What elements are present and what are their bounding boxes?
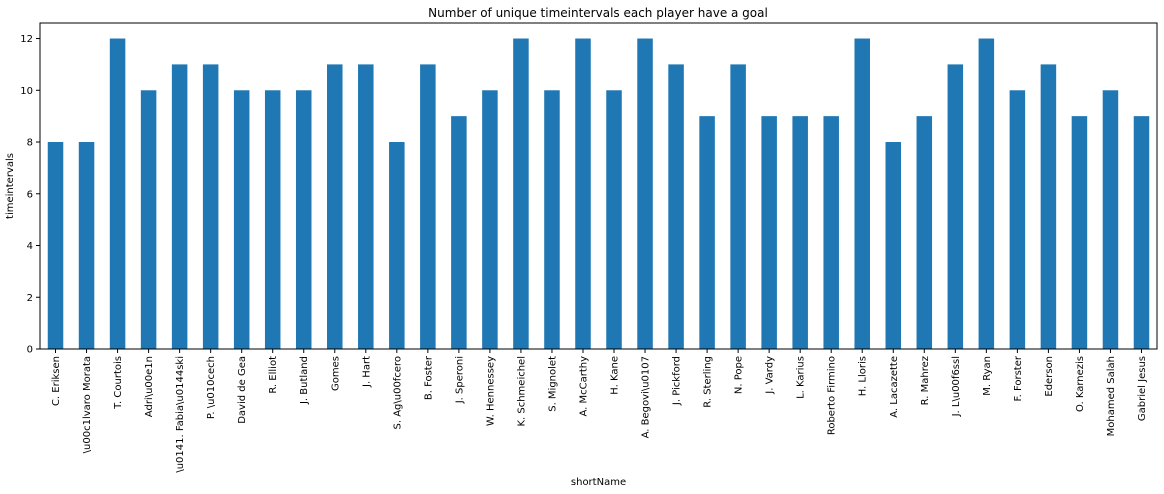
x-tick-label: \u0141. Fabia\u0144ski <box>175 356 186 473</box>
y-tick-label: 2 <box>27 293 33 304</box>
x-tick-label: H. Lloris <box>858 356 869 396</box>
x-tick-label: N. Pope <box>734 356 745 394</box>
bar <box>389 142 405 349</box>
plot-frame <box>39 22 1158 350</box>
bar <box>575 38 591 350</box>
x-tick-label: Mohamed Salah <box>1106 356 1117 436</box>
bar <box>451 116 467 350</box>
x-tick-label: \u00c1lvaro Morata <box>82 356 93 453</box>
x-tick-label: J. Hart <box>361 356 372 388</box>
bar <box>854 38 870 350</box>
x-axis-label: shortName <box>571 477 626 488</box>
bar <box>1009 90 1026 350</box>
x-axis: C. Eriksen \u00c1lvaro Morata T. Courtois A… <box>51 349 1148 473</box>
x-tick-label: Gabriel Jesus <box>1137 356 1148 421</box>
x-tick-label: J. Speroni <box>454 356 465 404</box>
x-tick-label: Adri\u00e1n <box>144 356 155 417</box>
bar <box>482 90 498 350</box>
x-tick-label: J. Pickford <box>672 356 683 406</box>
y-axis: 0 2 4 6 8 10 12 <box>20 34 40 356</box>
y-tick-label: 6 <box>27 189 33 200</box>
x-tick-label: S. Ag\u00fcero <box>392 356 403 430</box>
bar <box>264 90 281 350</box>
y-axis-label: timeintervals <box>5 153 16 219</box>
bar <box>78 142 95 349</box>
bar <box>823 116 839 350</box>
bar <box>699 116 715 350</box>
bar <box>171 64 188 350</box>
x-tick-label: R. Sterling <box>703 356 714 408</box>
y-tick-label: 12 <box>20 34 33 45</box>
x-tick-label: K. Schmeichel <box>516 356 527 427</box>
bar <box>544 90 560 350</box>
x-tick-label: J. Vardy <box>765 356 776 395</box>
x-tick-label: S. Mignolet <box>547 356 558 412</box>
x-tick-label: T. Courtois <box>113 356 124 410</box>
x-tick-label: H. Kane <box>610 356 621 395</box>
x-tick-label: F. Forster <box>1013 355 1024 401</box>
x-tick-label: J. Butland <box>299 356 310 405</box>
bar <box>1040 64 1057 350</box>
bar <box>885 142 902 349</box>
x-tick-label: B. Foster <box>423 355 434 400</box>
x-tick-label: M. Ryan <box>982 356 993 396</box>
bar <box>1071 116 1088 350</box>
bar <box>1102 90 1119 350</box>
bar <box>916 116 933 350</box>
x-tick-label: R. Mahrez <box>920 356 931 405</box>
x-tick-label: Roberto Firmino <box>827 356 838 435</box>
y-tick-label: 8 <box>27 138 33 149</box>
bar <box>140 90 157 350</box>
bar <box>327 64 343 350</box>
bar <box>761 116 777 350</box>
bar <box>730 64 746 350</box>
bar <box>947 64 964 350</box>
bar <box>47 142 64 349</box>
x-tick-label: Ederson <box>1044 356 1055 397</box>
x-tick-label: J. L\u00f6ssl <box>951 356 962 417</box>
x-tick-label: A. Lacazette <box>889 356 900 418</box>
bar <box>606 90 622 350</box>
bar <box>978 38 995 350</box>
y-tick-label: 10 <box>20 86 33 97</box>
y-tick-label: 0 <box>27 345 33 356</box>
bar <box>358 64 374 350</box>
bar <box>420 64 436 350</box>
bars-group <box>47 38 1150 350</box>
bar <box>1133 116 1150 350</box>
x-tick-label: L. Karius <box>796 356 807 399</box>
x-tick-label: A. Begovi\u0107 <box>641 356 652 438</box>
bar <box>668 64 684 350</box>
bar <box>233 90 250 350</box>
bar <box>513 38 529 350</box>
bar <box>295 90 312 350</box>
x-tick-label: C. Eriksen <box>51 356 62 406</box>
x-tick-label: A. McCarthy <box>578 356 589 417</box>
x-tick-label: O. Karnezis <box>1075 356 1086 412</box>
x-tick-label: W. Hennessey <box>485 356 496 426</box>
bar <box>637 38 653 350</box>
chart-title: Number of unique timeintervals each play… <box>428 6 768 20</box>
x-tick-label: Gomes <box>330 356 341 391</box>
x-tick-label: David de Gea <box>237 356 248 424</box>
bar <box>109 38 126 350</box>
bar <box>792 116 808 350</box>
bar <box>202 64 219 350</box>
x-tick-label: R. Elliot <box>268 356 279 394</box>
x-tick-label: P. \u010cech <box>206 356 217 419</box>
y-tick-label: 4 <box>27 241 33 252</box>
